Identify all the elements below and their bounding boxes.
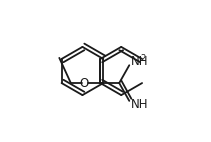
- Text: NH: NH: [131, 55, 149, 68]
- Text: 2: 2: [141, 54, 146, 63]
- Text: NH: NH: [131, 98, 149, 110]
- Text: O: O: [80, 77, 89, 90]
